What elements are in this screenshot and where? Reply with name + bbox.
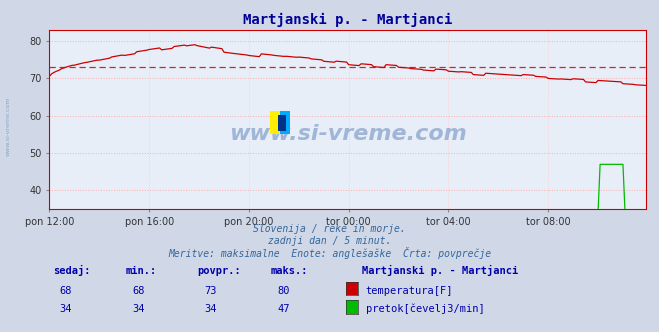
Text: pretok[čevelj3/min]: pretok[čevelj3/min]	[366, 303, 484, 314]
Text: 34: 34	[132, 304, 144, 314]
Text: 80: 80	[277, 286, 289, 296]
Text: 47: 47	[277, 304, 289, 314]
Text: maks.:: maks.:	[270, 266, 308, 276]
Text: 34: 34	[60, 304, 72, 314]
Title: Martjanski p. - Martjanci: Martjanski p. - Martjanci	[243, 13, 452, 27]
Text: Slovenija / reke in morje.: Slovenija / reke in morje.	[253, 224, 406, 234]
Text: 68: 68	[60, 286, 72, 296]
Text: Martjanski p. - Martjanci: Martjanski p. - Martjanci	[362, 265, 519, 276]
Text: zadnji dan / 5 minut.: zadnji dan / 5 minut.	[268, 236, 391, 246]
Text: min.:: min.:	[125, 266, 156, 276]
Text: 68: 68	[132, 286, 144, 296]
Text: www.si-vreme.com: www.si-vreme.com	[229, 124, 467, 144]
Text: povpr.:: povpr.:	[198, 266, 241, 276]
Text: sedaj:: sedaj:	[53, 265, 90, 276]
Text: 73: 73	[205, 286, 217, 296]
Text: 34: 34	[205, 304, 217, 314]
Text: Meritve: maksimalne  Enote: anglešaške  Črta: povprečje: Meritve: maksimalne Enote: anglešaške Čr…	[168, 247, 491, 259]
Text: www.si-vreme.com: www.si-vreme.com	[5, 96, 11, 156]
Text: temperatura[F]: temperatura[F]	[366, 286, 453, 296]
